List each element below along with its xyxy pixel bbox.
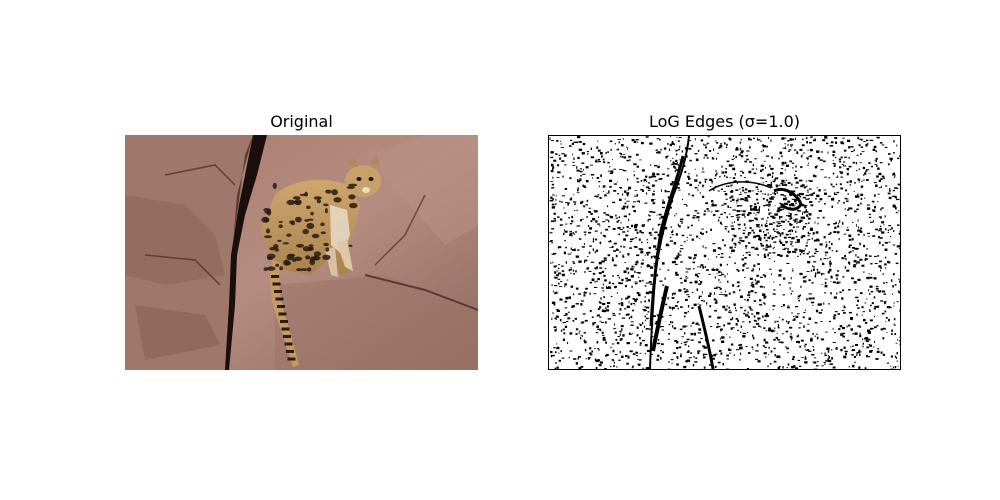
edge-contour [649, 155, 685, 327]
panel-title-log-edges: LoG Edges (σ=1.0) [648, 112, 801, 131]
edge-map [549, 136, 900, 369]
ocelot-photo [125, 135, 478, 370]
edge-contour [773, 188, 803, 211]
edge-contour [697, 305, 715, 369]
edge-contour [708, 181, 772, 192]
panel-title-original: Original [270, 112, 333, 131]
original-image [125, 135, 478, 370]
ocelot-spots [261, 182, 358, 361]
edge-contour [651, 285, 669, 352]
crevice [225, 135, 267, 370]
log-edges-image [548, 135, 901, 370]
